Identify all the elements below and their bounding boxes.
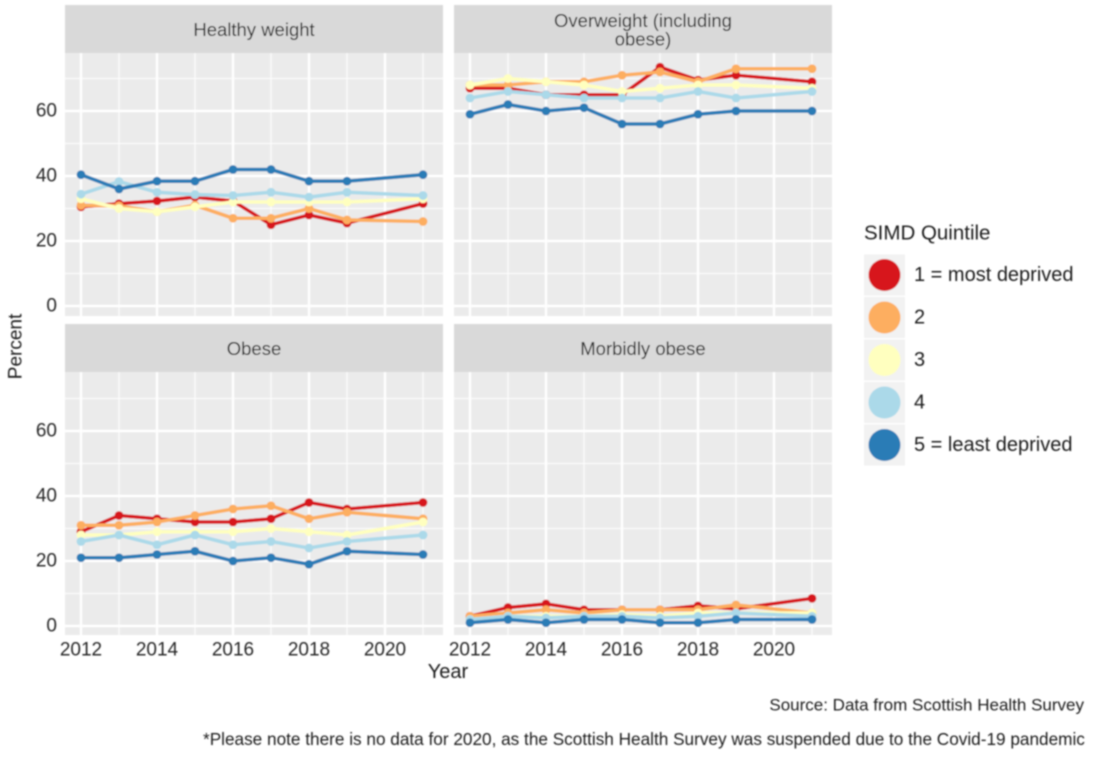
svg-text:Healthy weight: Healthy weight <box>193 19 314 40</box>
svg-text:0: 0 <box>46 296 57 317</box>
svg-text:Overweight (including: Overweight (including <box>554 10 732 31</box>
svg-text:2018: 2018 <box>677 640 719 661</box>
svg-text:2014: 2014 <box>525 640 568 661</box>
svg-text:obese): obese) <box>615 29 672 50</box>
svg-text:Obese: Obese <box>227 338 282 359</box>
svg-text:4: 4 <box>914 392 925 414</box>
svg-text:40: 40 <box>36 486 57 507</box>
svg-text:2020: 2020 <box>753 640 795 661</box>
svg-text:Morbidly obese: Morbidly obese <box>580 338 705 359</box>
svg-text:40: 40 <box>36 166 57 187</box>
svg-text:3: 3 <box>914 349 925 371</box>
svg-text:Percent: Percent <box>6 313 27 379</box>
svg-text:20: 20 <box>36 551 57 572</box>
svg-text:2018: 2018 <box>288 640 330 661</box>
svg-text:*Please note there is no data: *Please note there is no data for 2020, … <box>203 729 1085 749</box>
svg-text:Source: Data from Scottish Hea: Source: Data from Scottish Health Survey <box>769 696 1084 715</box>
svg-text:2016: 2016 <box>601 640 643 661</box>
svg-text:1 = most deprived: 1 = most deprived <box>914 264 1074 286</box>
svg-text:2016: 2016 <box>212 640 254 661</box>
svg-text:2014: 2014 <box>136 640 179 661</box>
svg-text:5 = least deprived: 5 = least deprived <box>914 434 1072 456</box>
svg-text:Year: Year <box>428 661 469 683</box>
svg-text:2020: 2020 <box>364 640 406 661</box>
svg-text:2012: 2012 <box>449 640 491 661</box>
svg-text:60: 60 <box>36 101 57 122</box>
svg-text:0: 0 <box>46 616 57 637</box>
svg-text:SIMD Quintile: SIMD Quintile <box>864 222 990 245</box>
svg-text:60: 60 <box>36 421 57 442</box>
svg-text:2: 2 <box>914 307 925 329</box>
svg-text:2012: 2012 <box>60 640 102 661</box>
svg-text:20: 20 <box>36 231 57 252</box>
